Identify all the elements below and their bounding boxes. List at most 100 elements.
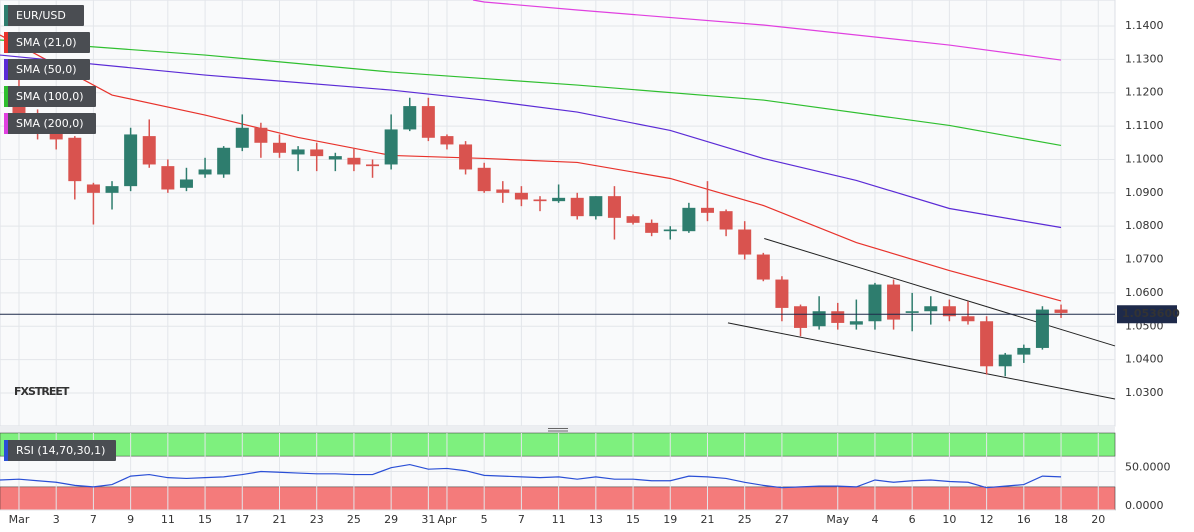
candle-body (254, 127, 268, 143)
y-tick-label: 1.1100 (1125, 119, 1164, 132)
candle-body (421, 106, 435, 138)
watermark: FXSTREET (14, 385, 70, 398)
x-tick-label: 31 (421, 513, 435, 526)
y-tick-label: 1.0800 (1125, 219, 1164, 232)
y-tick-label: 1.0700 (1125, 253, 1164, 266)
y-tick-label: 0.0000 (1125, 499, 1164, 512)
legend-box[interactable] (4, 32, 90, 53)
candle-body (924, 306, 938, 312)
x-tick-label: 5 (481, 513, 488, 526)
candle-body (626, 216, 640, 223)
sma-line (0, 54, 1062, 229)
sma-line (0, 39, 1062, 147)
x-tick-label: 11 (161, 513, 175, 526)
x-tick-label: 20 (1091, 513, 1105, 526)
candle-body (589, 196, 603, 217)
legend-label: RSI (14,70,30,1) (16, 444, 105, 457)
legend-swatch (4, 5, 8, 26)
legend-box[interactable] (4, 59, 90, 80)
y-tick-label: 1.1400 (1125, 19, 1164, 32)
candle-body (868, 284, 882, 322)
candle-body (942, 306, 956, 317)
candle-body (124, 134, 138, 187)
candle-body (663, 229, 677, 232)
candle-body (1054, 309, 1068, 313)
x-tick-label: 21 (272, 513, 286, 526)
candle-body (68, 137, 82, 182)
candle-body (719, 211, 733, 230)
legend-label: SMA (100,0) (16, 90, 84, 103)
x-tick-label: 11 (552, 513, 566, 526)
candle-body (142, 136, 156, 165)
x-tick-label: 7 (518, 513, 525, 526)
candle-body (291, 149, 305, 155)
candle-body (384, 129, 398, 165)
legend-box[interactable] (4, 440, 116, 461)
rsi-line (0, 463, 1062, 489)
legend-box[interactable] (4, 5, 84, 26)
x-tick-label: 4 (871, 513, 878, 526)
legend-label: SMA (50,0) (16, 63, 77, 76)
sma-line (472, 0, 1062, 61)
candle-body (105, 186, 119, 193)
candle-body (756, 254, 770, 280)
candle-body (86, 184, 100, 193)
x-tick-label: Apr (437, 513, 457, 526)
candle-body (980, 321, 994, 367)
x-tick-label: 29 (384, 513, 398, 526)
price-panel (0, 0, 1116, 427)
grid: FXSTREET (0, 0, 1116, 511)
candle-body (738, 229, 752, 255)
candle-body (552, 197, 566, 202)
candle-body (998, 354, 1012, 367)
candle-body (682, 207, 696, 232)
candle-body (366, 164, 380, 167)
x-tick-label: 18 (1054, 513, 1068, 526)
panel-divider[interactable] (0, 426, 1115, 433)
candle-body (607, 196, 621, 218)
candle-body (794, 306, 808, 328)
x-tick-label: 23 (310, 513, 324, 526)
legend-swatch (4, 59, 8, 80)
x-tick-label: 27 (775, 513, 789, 526)
candle-body (477, 167, 491, 192)
legend-swatch (4, 113, 8, 134)
y-tick-label: 1.0900 (1125, 186, 1164, 199)
x-tick-label: 9 (127, 513, 134, 526)
x-tick-label: 25 (738, 513, 752, 526)
legend-swatch (4, 32, 8, 53)
x-tick-label: 21 (700, 513, 714, 526)
legend-box[interactable] (4, 113, 96, 134)
candle-body (849, 321, 863, 325)
candle-body (775, 279, 789, 308)
x-tick-label: 7 (90, 513, 97, 526)
candle-body (440, 136, 454, 145)
trend-line (727, 322, 1116, 400)
sma-line (0, 34, 1062, 302)
candle-body (161, 166, 175, 190)
last-price-label: 1.053600 (1122, 307, 1180, 320)
legend-box[interactable] (4, 86, 96, 107)
candle-body (905, 311, 919, 313)
legend-swatch (4, 86, 8, 107)
candle-body (347, 157, 361, 165)
y-tick-label: 1.1000 (1125, 152, 1164, 165)
candle-body (198, 169, 212, 175)
candle-body (310, 149, 324, 157)
y-tick-label: 1.0400 (1125, 353, 1164, 366)
candle-body (645, 222, 659, 233)
x-tick-label: 13 (589, 513, 603, 526)
x-tick-label: 6 (909, 513, 916, 526)
x-tick-label: 16 (1017, 513, 1031, 526)
candle-body (328, 156, 342, 160)
y-tick-label: 1.0300 (1125, 386, 1164, 399)
y-tick-label: 50.0000 (1125, 461, 1171, 474)
candle-body (887, 284, 901, 320)
legend-swatch (4, 440, 8, 461)
y-tick-label: 1.0600 (1125, 286, 1164, 299)
legend-label: EUR/USD (16, 9, 66, 22)
candle-body (533, 199, 547, 202)
candle-body (1017, 347, 1031, 355)
candle-body (459, 144, 473, 170)
